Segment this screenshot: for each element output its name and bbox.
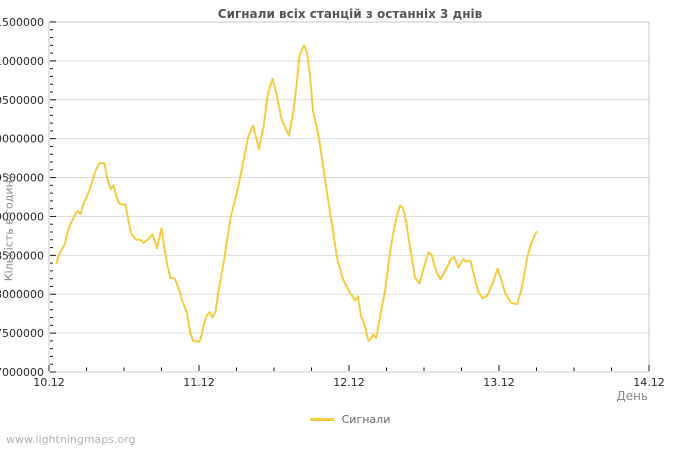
y-axis-label: Кількість в годину [2,173,16,282]
y-tick-label: 7500000 [0,327,44,340]
x-tick-label: 14.12 [633,376,665,389]
y-tick-label: 8000000 [0,288,44,301]
x-tick-label: 10.12 [33,376,65,389]
y-tick-label: 8500000 [0,249,44,262]
x-tick-label: 13.12 [483,376,515,389]
y-tick-label: 11000000 [0,55,44,68]
y-tick-label: 11500000 [0,16,44,29]
watermark: www.lightningmaps.org [6,433,136,446]
y-tick-label: 9000000 [0,210,44,223]
signals-line-swatch-icon [309,418,334,421]
y-tick-label: 7000000 [0,366,44,379]
plot-frame [48,21,650,373]
chart-title: Сигнали всіх станцій з останніх 3 днів [217,7,483,21]
legend: Сигнали [0,413,700,426]
y-tick-label: 9500000 [0,172,44,185]
series-line-signals [55,44,538,343]
x-axis-label: День [616,389,648,403]
x-tick-label: 11.12 [183,376,215,389]
y-tick-label: 10500000 [0,94,44,107]
legend-label: Сигнали [341,413,391,426]
x-tick-label: 12.12 [333,376,365,389]
y-tick-label: 10000000 [0,133,44,146]
